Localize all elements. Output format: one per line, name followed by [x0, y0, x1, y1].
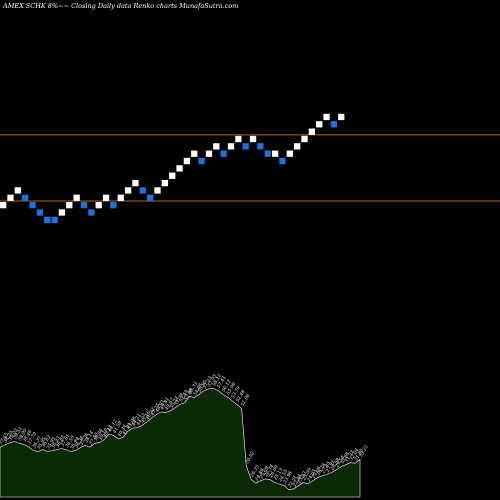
renko-brick: [286, 150, 293, 157]
volume-label: 38.90: [17, 428, 29, 442]
renko-brick: [7, 194, 14, 201]
volume-label: 53.79: [230, 385, 242, 399]
volume-label: 30.68: [339, 451, 351, 465]
volume-label: 55.08: [225, 382, 237, 396]
renko-brick: [58, 209, 66, 216]
volume-label: 38.25: [3, 430, 15, 444]
renko-brick: [205, 150, 213, 157]
volume-label: 35.95: [36, 436, 48, 450]
volume-label: 52.49: [178, 389, 190, 403]
volume-area: [0, 388, 361, 498]
volume-label: 36.23: [50, 435, 62, 449]
volume-label: 36.38: [74, 435, 86, 449]
volume-label: 53.09: [183, 387, 195, 401]
volume-label: 54.88: [192, 382, 204, 396]
volume-label: 32.04: [349, 447, 361, 461]
renko-brick: [88, 209, 95, 216]
renko-brick: [249, 135, 257, 143]
volume-label: 36.62: [55, 434, 67, 448]
renko-brick: [132, 179, 139, 187]
volume-label: 56.12: [221, 379, 233, 393]
volume-label: 50.24: [169, 395, 181, 409]
renko-brick: [161, 179, 168, 187]
renko-brick: [117, 194, 124, 201]
volume-label: 57.93: [206, 373, 218, 387]
renko-brick: [220, 150, 227, 157]
volume-label: 33.21: [358, 444, 370, 458]
renko-brick: [279, 157, 286, 165]
renko-brick: [191, 150, 198, 157]
volume-label: 39.02: [8, 427, 20, 441]
volume-label: 51.06: [240, 393, 252, 407]
volume-label: 39.51: [12, 426, 24, 440]
volume-label: 51.38: [173, 392, 185, 406]
renko-brick: [22, 194, 29, 201]
renko-brick: [257, 143, 264, 150]
renko-brick: [36, 209, 44, 216]
renko-brick: [80, 202, 88, 209]
volume-label: 57.41: [216, 375, 228, 389]
renko-brick: [169, 172, 176, 179]
volume-panel: 37.4538.2539.0239.5138.9038.4637.7036.31…: [0, 373, 370, 498]
renko-brick: [301, 135, 308, 143]
renko-brick: [147, 194, 154, 201]
renko-brick: [73, 194, 80, 201]
renko-brick: [29, 202, 36, 209]
renko-brick: [124, 187, 132, 194]
renko-brick: [0, 202, 7, 209]
volume-label: 37.01: [60, 433, 72, 447]
renko-brick: [242, 143, 249, 150]
volume-label: 37.70: [26, 431, 38, 445]
volume-label: 36.31: [31, 435, 43, 449]
volume-label: 38.46: [22, 429, 34, 443]
renko-brick: [338, 113, 345, 121]
renko-brick: [316, 121, 323, 128]
volume-label: 35.95: [45, 436, 57, 450]
volume-label: 36.62: [41, 434, 53, 448]
reference-lines: [0, 134, 500, 202]
renko-brick: [227, 143, 235, 150]
volume-label: 31.32: [344, 449, 356, 463]
renko-bricks: [0, 113, 345, 223]
renko-brick: [44, 216, 51, 223]
volume-label: 37.36: [79, 432, 91, 446]
volume-label: 55.95: [197, 379, 209, 393]
chart-title: AMEX SCHK 8%~~ Closing Daily data Renko …: [2, 2, 238, 10]
volume-label: 39.10: [98, 427, 110, 441]
volume-label: 38.14: [83, 430, 95, 444]
volume-label: 57.23: [202, 375, 214, 389]
volume-label: 52.48: [235, 389, 247, 403]
volume-label: 35.94: [69, 436, 81, 450]
volume-label: 31.85: [353, 448, 365, 462]
volume-label: 36.55: [64, 434, 76, 448]
renko-brick: [139, 187, 146, 194]
renko-brick: [330, 121, 338, 128]
renko-brick: [271, 150, 279, 157]
renko-brick: [66, 202, 73, 209]
renko-brick: [95, 202, 102, 209]
renko-brick: [154, 187, 161, 194]
volume-label: 55.33: [188, 381, 200, 395]
renko-brick: [110, 202, 117, 209]
renko-brick: [323, 113, 330, 121]
renko-brick: [176, 165, 183, 172]
renko-brick: [264, 150, 271, 157]
renko-brick: [183, 157, 191, 165]
renko-brick: [235, 135, 242, 143]
renko-brick: [14, 187, 21, 194]
volume-label: 58.12: [211, 373, 223, 387]
renko-brick: [102, 194, 110, 201]
volume-label: 30.92: [244, 450, 256, 464]
volume-label: 37.45: [0, 432, 10, 446]
renko-brick: [308, 128, 315, 135]
volume-label: 38.84: [93, 428, 105, 442]
volume-label: 37.50: [88, 432, 100, 446]
renko-brick: [51, 216, 58, 223]
renko-brick: [213, 143, 220, 150]
renko-brick: [198, 157, 205, 165]
renko-brick: [294, 143, 301, 150]
